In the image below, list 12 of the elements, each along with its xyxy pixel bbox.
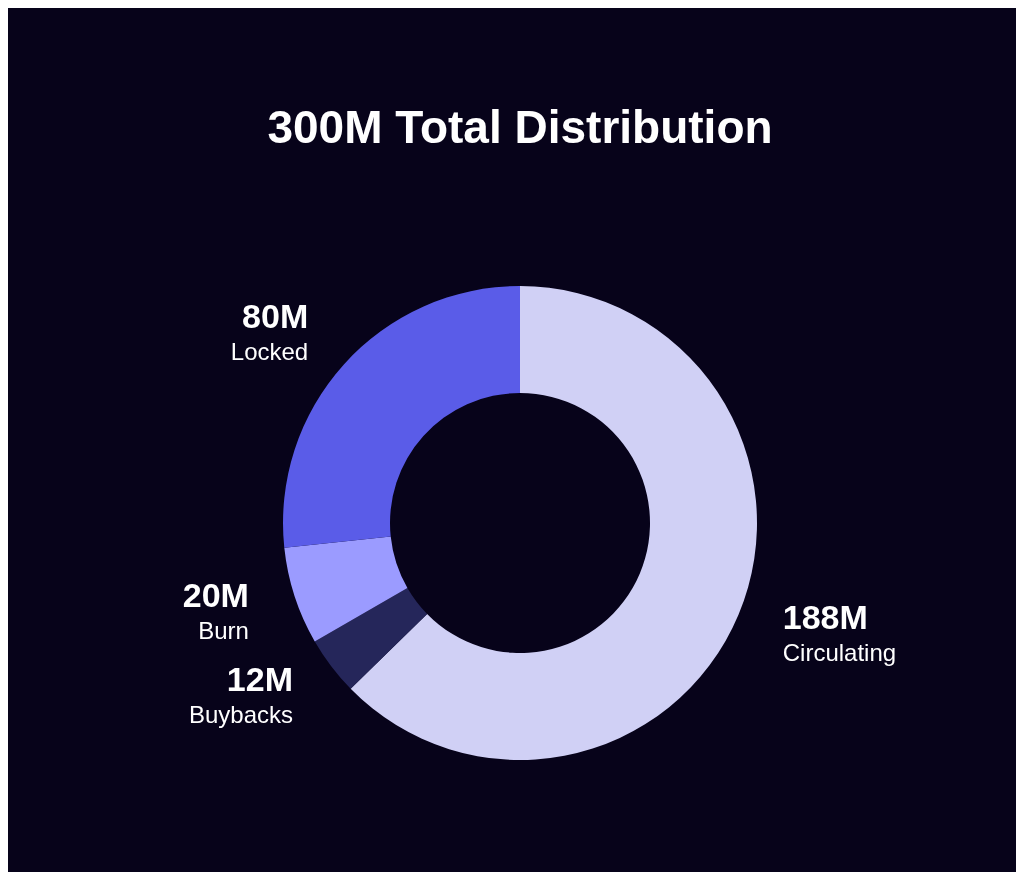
data-label: 188M — [782, 598, 868, 637]
donut-slice — [284, 536, 408, 642]
data-label: 12M — [226, 660, 293, 699]
slice-label: Buybacks — [188, 701, 293, 729]
slice-label: Burn — [198, 617, 249, 645]
chart-title: 300M Total Distribution — [267, 101, 773, 153]
data-label: 80M — [242, 297, 309, 336]
donut-slice — [314, 588, 428, 689]
slice-label: Circulating — [782, 639, 897, 667]
slice-label: Locked — [230, 338, 309, 366]
data-label: 20M — [182, 576, 249, 615]
donut-slice — [350, 286, 757, 760]
